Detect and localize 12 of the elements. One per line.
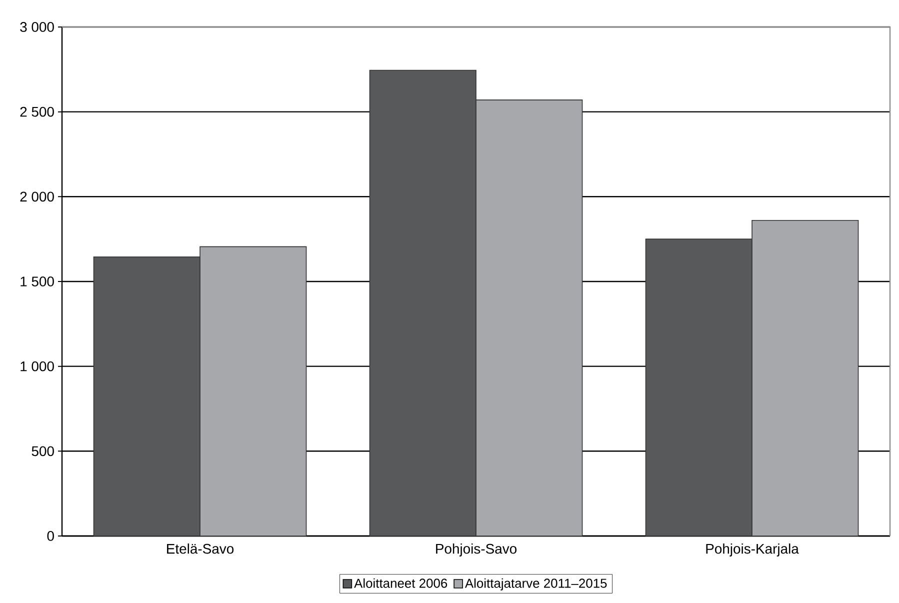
x-tick-label: Pohjois-Karjala (706, 543, 799, 556)
y-tick-label: 2 000 (20, 192, 54, 202)
x-tick-label: Pohjois-Savo (436, 543, 516, 556)
y-tick-label: 2 500 (20, 106, 54, 117)
y-tick-label: 1 500 (20, 276, 54, 286)
y-tick-label: 0 (47, 531, 54, 541)
y-tick-label: 3 000 (20, 22, 54, 32)
x-tick-label: Etelä-Savo (167, 543, 234, 554)
legend-label: Aloittajatarve 2011–2015 (464, 578, 607, 590)
y-tick-label: 500 (32, 446, 54, 456)
legend-label: Aloittaneet 2006 (354, 578, 448, 588)
y-tick-label: 1 000 (20, 361, 54, 372)
